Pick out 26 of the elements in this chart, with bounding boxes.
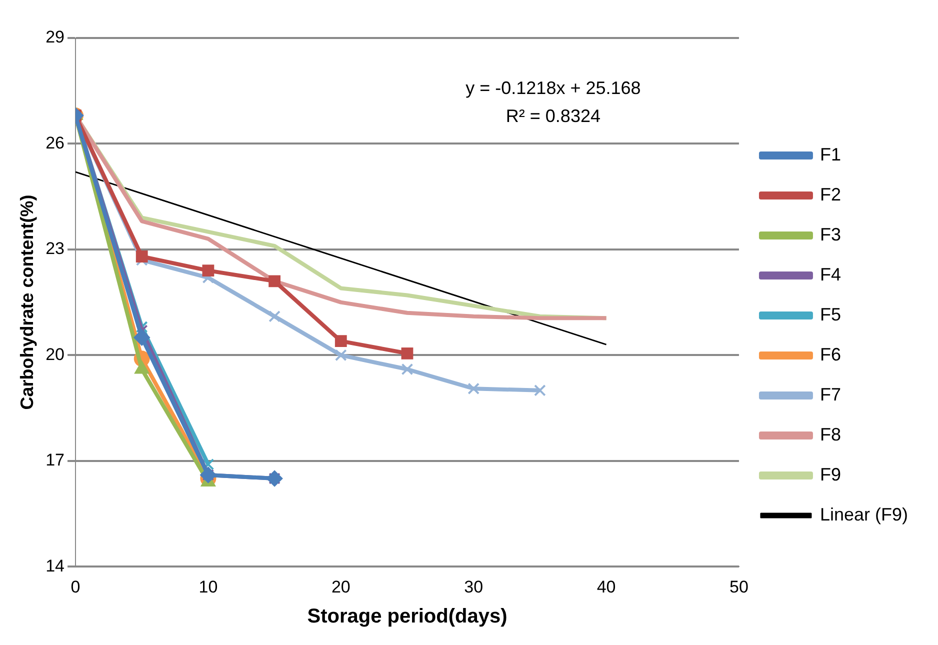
- y-tick-label: 14: [46, 556, 65, 576]
- x-tick-label: 10: [198, 577, 218, 596]
- y-tick-label: 23: [46, 239, 65, 258]
- legend-label: F7: [820, 384, 841, 404]
- y-axis-title: Carbohydrate content(%): [16, 194, 37, 410]
- y-tick-label: 17: [46, 450, 65, 470]
- annotation: R² = 0.8324: [506, 106, 600, 126]
- legend-label: F1: [820, 144, 841, 164]
- legend-label: F2: [820, 184, 841, 204]
- x-tick-label: 30: [464, 577, 484, 596]
- legend-label: F4: [820, 264, 841, 284]
- x-tick-label: 40: [596, 577, 616, 596]
- y-tick-label: 20: [46, 344, 65, 364]
- legend-label: Linear (F9): [820, 504, 908, 524]
- legend-label: F9: [820, 464, 841, 484]
- x-tick-label: 0: [70, 577, 80, 596]
- legend-label: F5: [820, 304, 841, 324]
- legend-label: F8: [820, 424, 841, 444]
- legend-label: F6: [820, 344, 841, 364]
- x-axis-title: Storage period(days): [307, 606, 508, 628]
- legend-label: F3: [820, 224, 841, 244]
- x-tick-label: 20: [331, 577, 350, 596]
- y-tick-label: 29: [46, 28, 65, 47]
- y-tick-label: 26: [46, 133, 65, 152]
- x-tick-label: 50: [730, 577, 748, 596]
- annotation: y = -0.1218x + 25.168: [466, 78, 641, 98]
